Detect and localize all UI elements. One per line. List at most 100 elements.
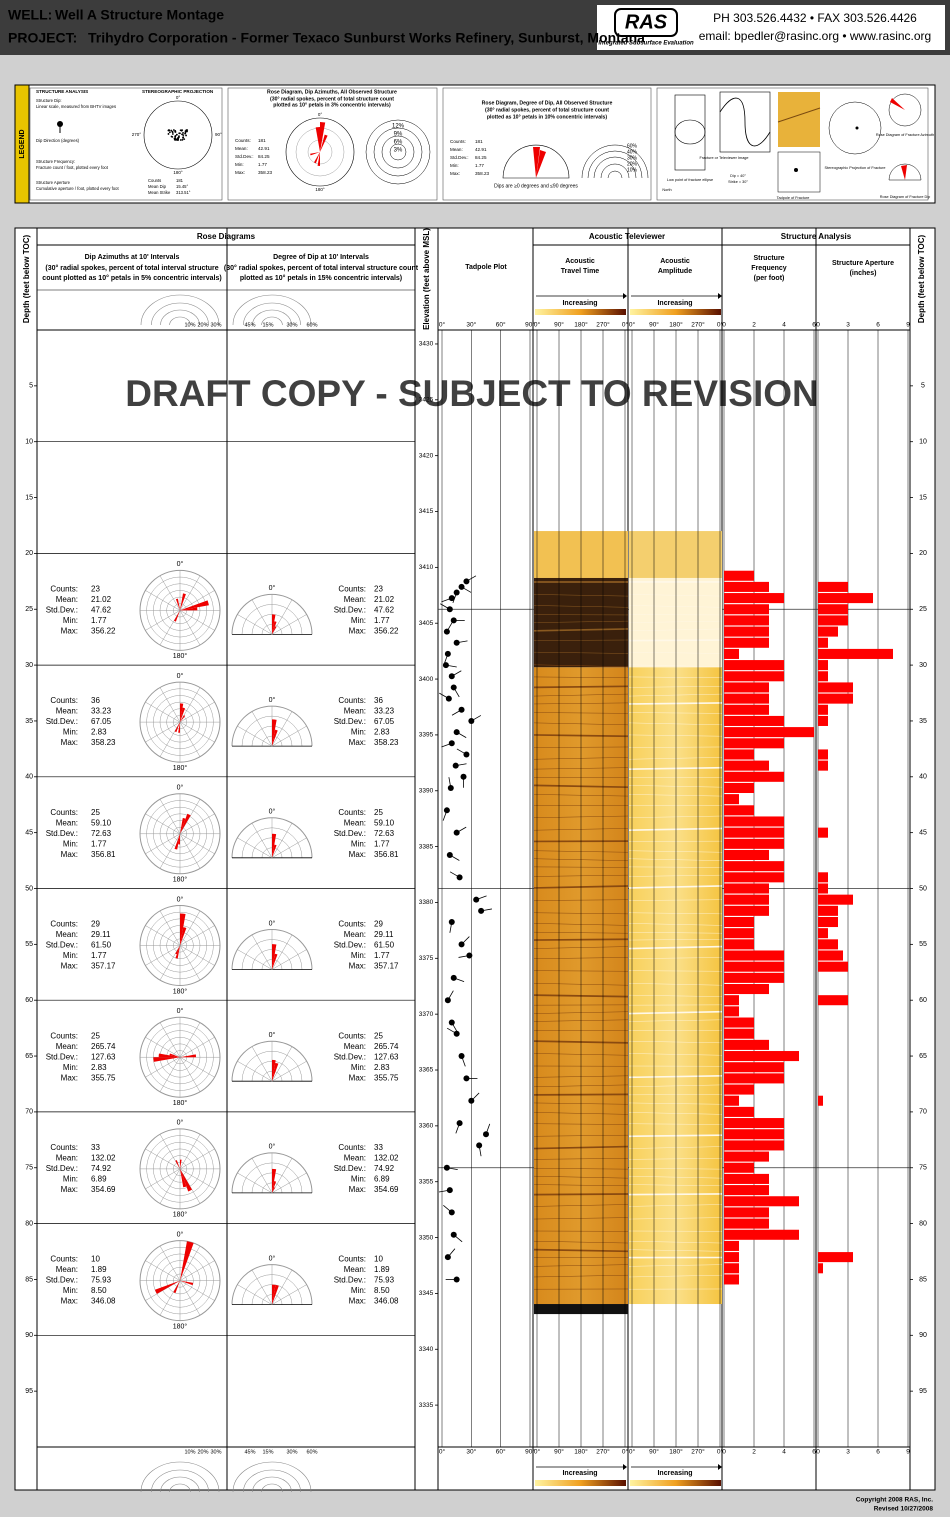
label: (inches): [850, 270, 877, 277]
aperture-bar: [818, 682, 853, 693]
label: 60%: [306, 1449, 317, 1455]
frequency-bar: [724, 1006, 739, 1017]
frequency-bar: [724, 727, 814, 738]
stereonet-dot: [168, 131, 171, 134]
elevation-tick-label: 3405: [419, 620, 434, 627]
legend-image-box: [719, 91, 771, 153]
aperture-bar: [818, 715, 828, 726]
dip-petal: [272, 1187, 275, 1193]
frequency-bar: [724, 1218, 769, 1229]
label: 1.77: [475, 163, 484, 168]
stat-value: 10: [374, 1255, 383, 1264]
rose-south: 180°: [173, 987, 188, 995]
stereonet-dot: [170, 129, 173, 132]
frequency-bar: [724, 1051, 799, 1062]
legend-ring: [373, 127, 423, 177]
tadpole: [450, 1231, 457, 1238]
track-tick-label: 90°: [649, 321, 659, 329]
stat-value: 25: [374, 1031, 383, 1040]
tadpole: [458, 941, 465, 948]
azimuth-petal: [180, 818, 186, 834]
scale-label: Increasing: [657, 300, 692, 307]
label: Max:: [235, 170, 245, 175]
stat-value: 1.77: [91, 616, 107, 625]
stat-label: Mean:: [344, 595, 366, 604]
legend-petal: [533, 147, 540, 178]
stat-value: 33: [91, 1143, 100, 1152]
frequency-bar: [724, 816, 784, 827]
stat-label: Mean:: [56, 1154, 78, 1163]
legend-rose: [285, 117, 355, 187]
stat-label: Counts:: [338, 696, 366, 705]
stat-value: 2.83: [91, 1063, 107, 1072]
atv-streak: [628, 827, 723, 832]
rose-scale-ring: [243, 1469, 301, 1493]
tadpole: [446, 606, 453, 613]
dip-spoke: [251, 934, 273, 970]
atv-streak: [628, 899, 723, 901]
track-tick-label: 0: [816, 322, 820, 329]
depth-tick-label: 10: [25, 439, 33, 446]
frequency-bar: [724, 1263, 739, 1274]
frequency-bar: [724, 1207, 769, 1218]
stat-label: Min:: [351, 616, 366, 625]
atv-streak: [628, 945, 723, 950]
stat-value: 132.02: [374, 1154, 399, 1163]
track-tick-label: 270°: [691, 1448, 705, 1456]
azimuth-petal: [180, 1159, 182, 1169]
frequency-bar: [724, 1196, 799, 1207]
stat-label: Max:: [61, 738, 78, 747]
tadpole: [456, 874, 463, 881]
elevation-tick-label: 3370: [419, 1011, 434, 1018]
legend-petal: [536, 150, 546, 178]
project-label: PROJECT:: [8, 30, 77, 46]
rose-north: 0°: [269, 1143, 276, 1151]
label: Mean Strike: [148, 190, 171, 195]
rose-scale-ring: [261, 316, 283, 326]
elevation-tick-label: 3430: [419, 341, 434, 348]
frequency-bar: [724, 1162, 754, 1173]
stat-label: Counts:: [50, 1255, 78, 1264]
atv-streak: [628, 1146, 723, 1149]
stat-label: Max:: [349, 962, 366, 971]
label: Dips are ≥0 degrees and ≤90 degrees: [494, 183, 578, 189]
label: Rose Diagram of Fracture Dip: [880, 195, 930, 199]
label: 0°: [176, 95, 181, 100]
stat-label: Max:: [61, 1073, 78, 1082]
legend-ring: [587, 150, 643, 179]
stat-label: Mean:: [344, 707, 366, 716]
dip-spoke: [237, 1172, 273, 1194]
label: Depth (feet below TOC): [917, 235, 926, 324]
stat-value: 25: [91, 808, 100, 817]
stat-value: 1.77: [91, 951, 107, 960]
frequency-bar: [724, 805, 754, 816]
stat-label: Min:: [63, 728, 78, 737]
tadpole: [446, 851, 453, 858]
frequency-bar: [724, 1252, 739, 1263]
atv-streak: [628, 1084, 723, 1087]
legend-box: [29, 87, 223, 201]
label: Tadpole of Fracture: [777, 196, 810, 200]
depth-tick-label: 55: [25, 941, 33, 948]
label: 15%: [262, 1449, 273, 1455]
dip-spoke: [251, 1046, 273, 1082]
stat-value: 21.02: [374, 595, 395, 604]
azimuth-petal: [158, 1053, 180, 1058]
atv-streak: [628, 722, 723, 726]
label: Fracture or Televiewer Image: [699, 156, 748, 160]
label: 10%: [184, 322, 195, 328]
dip-spoke: [237, 725, 273, 747]
azimuth-petal: [174, 610, 180, 622]
track-tick-label: 180°: [669, 321, 683, 329]
well-label: WELL:: [8, 7, 52, 23]
dip-spoke: [271, 1060, 307, 1082]
stat-value: 75.93: [374, 1276, 395, 1285]
depth-tick-label: 90: [919, 1332, 927, 1339]
stat-label: Max:: [349, 1297, 366, 1306]
stat-value: 127.63: [374, 1052, 399, 1061]
depth-tick-label: 20: [25, 550, 33, 557]
stat-label: Std.Dev.:: [334, 829, 366, 838]
track-tick-label: 0°: [622, 1448, 629, 1456]
azimuth-petal: [180, 707, 186, 723]
rose-scale-ring: [232, 1461, 312, 1493]
